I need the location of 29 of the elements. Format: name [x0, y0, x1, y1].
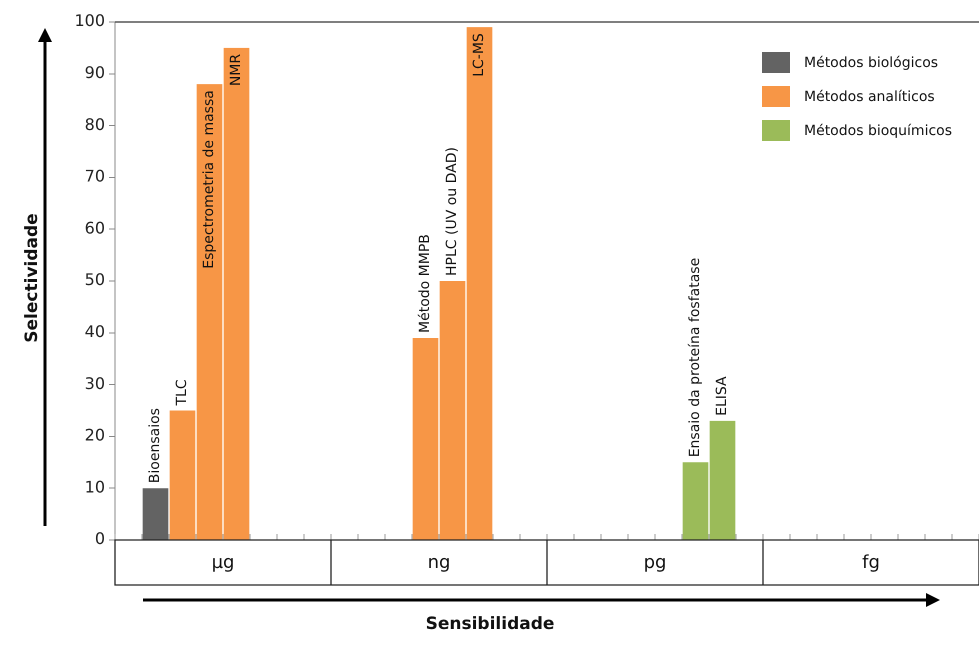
- y-tick-label: 10: [84, 477, 105, 496]
- y-tick-label: 60: [84, 218, 105, 238]
- y-tick-label: 30: [84, 374, 105, 393]
- x-tick-label: LC-MS: [471, 33, 488, 77]
- x-tick-label: TLC: [174, 379, 190, 406]
- y-tick-label: 20: [84, 426, 105, 445]
- y-tick-label: 90: [84, 62, 105, 82]
- text: pg: [644, 552, 666, 574]
- y-tick-label: 70: [84, 166, 105, 186]
- y-tick-label: 50: [84, 270, 105, 290]
- text: µg: [212, 552, 234, 574]
- text: ng: [428, 552, 450, 574]
- y-tick-label: 0: [94, 529, 105, 548]
- legend-label: Métodos biológicos: [804, 54, 938, 70]
- y-tick-label: 80: [84, 114, 105, 134]
- x-tick-label: HPLC (UV ou DAD): [444, 147, 460, 276]
- x-tick-label: Ensaio da proteína fosfatase: [687, 258, 704, 458]
- y-axis-title: Selectividade: [22, 212, 42, 345]
- y-tick-label: 40: [84, 322, 105, 341]
- x-axis-title: Sensibilidade: [424, 614, 556, 634]
- x-tick-label: Método MMPB: [417, 234, 434, 333]
- legend-label: Métodos bioquímicos: [804, 122, 952, 138]
- x-tick-label: ELISA: [714, 376, 730, 416]
- x-tick-label: NMR: [228, 54, 244, 86]
- text: fg: [862, 552, 880, 574]
- x-tick-label: Espectrometria de massa: [201, 90, 218, 269]
- y-tick-label: 100: [74, 11, 105, 30]
- x-tick-label: Bioensaios: [147, 408, 164, 484]
- legend-label: Métodos analíticos: [804, 88, 935, 104]
